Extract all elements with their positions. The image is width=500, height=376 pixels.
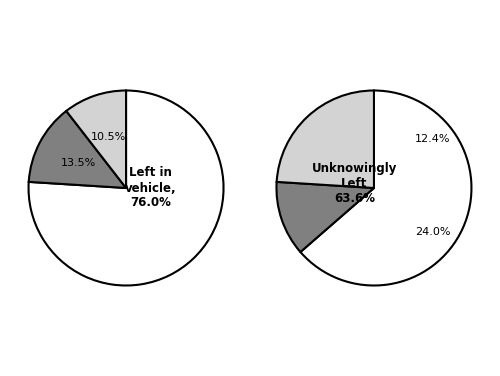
Wedge shape [28,111,126,188]
Text: 24.0%: 24.0% [414,227,450,237]
Wedge shape [276,91,374,188]
Text: Unknowingly
Left
63.6%: Unknowingly Left 63.6% [312,162,397,205]
Wedge shape [28,91,224,285]
Text: 12.4%: 12.4% [414,134,450,144]
Text: Left in
vehicle,
76.0%: Left in vehicle, 76.0% [124,167,176,209]
Text: 13.5%: 13.5% [61,158,96,168]
Wedge shape [300,91,472,285]
Text: 10.5%: 10.5% [91,132,126,142]
Wedge shape [66,91,126,188]
Wedge shape [276,182,374,252]
